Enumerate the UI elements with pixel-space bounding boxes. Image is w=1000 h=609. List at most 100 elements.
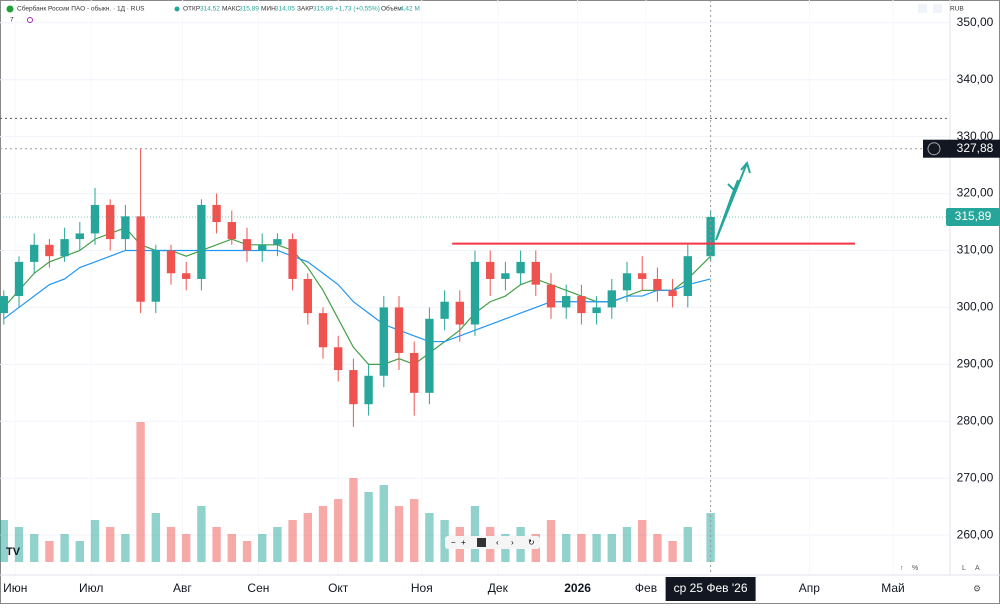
status — [174, 6, 180, 12]
candle-body — [668, 290, 677, 297]
volume-bar — [683, 527, 692, 562]
x-tick-label: 2026 — [564, 581, 591, 595]
volume-bar — [273, 527, 282, 562]
candle-body — [151, 250, 160, 302]
volume-bar — [0, 520, 8, 562]
crosshair-price-box — [923, 139, 1000, 158]
volume-bar — [60, 534, 69, 562]
candle-body — [546, 284, 556, 308]
candle-body — [0, 296, 8, 314]
volume-bar — [638, 520, 647, 562]
y-tick-label: 290,00 — [957, 357, 994, 371]
x-tick-label: Окт — [328, 581, 349, 595]
candle-body — [607, 290, 616, 308]
button[interactable]: ↑ — [900, 565, 904, 572]
zoom-toolbar: − + ‹ › ↻ — [445, 536, 540, 549]
symbol[interactable]: Сбербанк России ПАО - обыкн. · 1Д · RUS — [17, 5, 145, 13]
y-tick-label: 320,00 — [957, 186, 994, 200]
candle-body — [394, 307, 404, 353]
y-tick-label: 300,00 — [957, 300, 994, 314]
button[interactable] — [933, 4, 942, 13]
button[interactable]: A — [975, 565, 980, 572]
scroll-right[interactable]: › — [511, 538, 514, 547]
candle-body — [410, 352, 419, 393]
low: 314,05 — [275, 6, 295, 13]
volume-bar — [706, 513, 715, 562]
volume-bar — [379, 485, 388, 562]
volume-bar — [212, 527, 221, 562]
axis-buttons: ↑ % L A — [900, 565, 980, 572]
candle-body — [364, 375, 373, 405]
zoom-out[interactable]: − — [451, 538, 456, 547]
candle-body — [622, 273, 632, 291]
button[interactable] — [918, 4, 927, 13]
candle-body — [318, 313, 328, 348]
volume-bar — [668, 541, 677, 562]
volume-bar — [166, 527, 176, 562]
candle-body — [470, 261, 480, 325]
y-tick-label: 330,00 — [957, 129, 994, 143]
candle-body — [379, 307, 388, 376]
volume-bar — [440, 520, 449, 562]
candle-body — [455, 301, 464, 325]
candle-body — [288, 239, 297, 279]
candle-body — [166, 250, 176, 274]
volume-bar — [364, 492, 373, 562]
candle-body — [653, 278, 662, 291]
refresh[interactable]: ↻ — [528, 538, 535, 547]
reset[interactable] — [477, 538, 486, 547]
volume-bar — [242, 541, 252, 562]
candle-body — [683, 256, 692, 297]
volume-bar — [90, 520, 100, 562]
volume-bar — [470, 506, 480, 562]
volume-bar — [592, 534, 601, 562]
y-tick-label: 270,00 — [957, 470, 994, 484]
candle-body — [273, 239, 282, 245]
volume-bar — [577, 534, 586, 562]
add-alert[interactable] — [927, 142, 941, 156]
volume-bar — [288, 520, 297, 562]
high: 315,89 — [239, 6, 259, 13]
indicator-icon[interactable] — [27, 17, 33, 23]
button[interactable]: % — [912, 565, 918, 572]
moving-average — [3, 249, 711, 343]
candle-body — [30, 244, 39, 262]
crosshair-date-box — [665, 577, 756, 601]
crosshair-price: 327,88 — [957, 141, 994, 155]
volume-bar — [334, 499, 343, 562]
y-tick-label: 260,00 — [957, 527, 994, 541]
candle-body — [592, 307, 601, 314]
indicators-toggle[interactable]: 7 — [10, 17, 14, 24]
x-tick-label: Июл — [79, 581, 103, 595]
open: 314,52 — [200, 6, 220, 13]
low-label: МИН — [261, 6, 276, 13]
volume-bar — [622, 527, 632, 562]
settings[interactable]: ⚙ — [973, 583, 981, 593]
candle-body — [303, 278, 312, 314]
candle-body — [501, 273, 510, 279]
volume-bar — [562, 534, 571, 562]
candle-body — [227, 222, 236, 240]
candle-body — [638, 273, 647, 279]
candle-body — [106, 204, 115, 240]
x-tick-label: Сен — [247, 581, 269, 595]
scroll-left[interactable]: ‹ — [496, 538, 499, 547]
volume-bar — [410, 499, 419, 562]
volume-bar — [227, 534, 236, 562]
candle-body — [90, 204, 100, 234]
logo — [6, 5, 14, 13]
open-label: ОТКР — [183, 6, 200, 13]
volume-bar — [349, 478, 358, 562]
volume-bar — [394, 506, 404, 562]
volume-bar — [151, 513, 160, 562]
volume-bar — [30, 534, 39, 562]
candle-body — [75, 233, 84, 240]
currency: RUB — [950, 6, 964, 13]
plot — [0, 0, 950, 575]
volume-bar — [546, 520, 556, 562]
zoom-in[interactable]: + — [461, 538, 466, 547]
candle-body — [486, 261, 495, 279]
candle-body — [516, 261, 525, 274]
button[interactable]: L — [962, 565, 966, 572]
close: 315,89 — [313, 6, 333, 13]
